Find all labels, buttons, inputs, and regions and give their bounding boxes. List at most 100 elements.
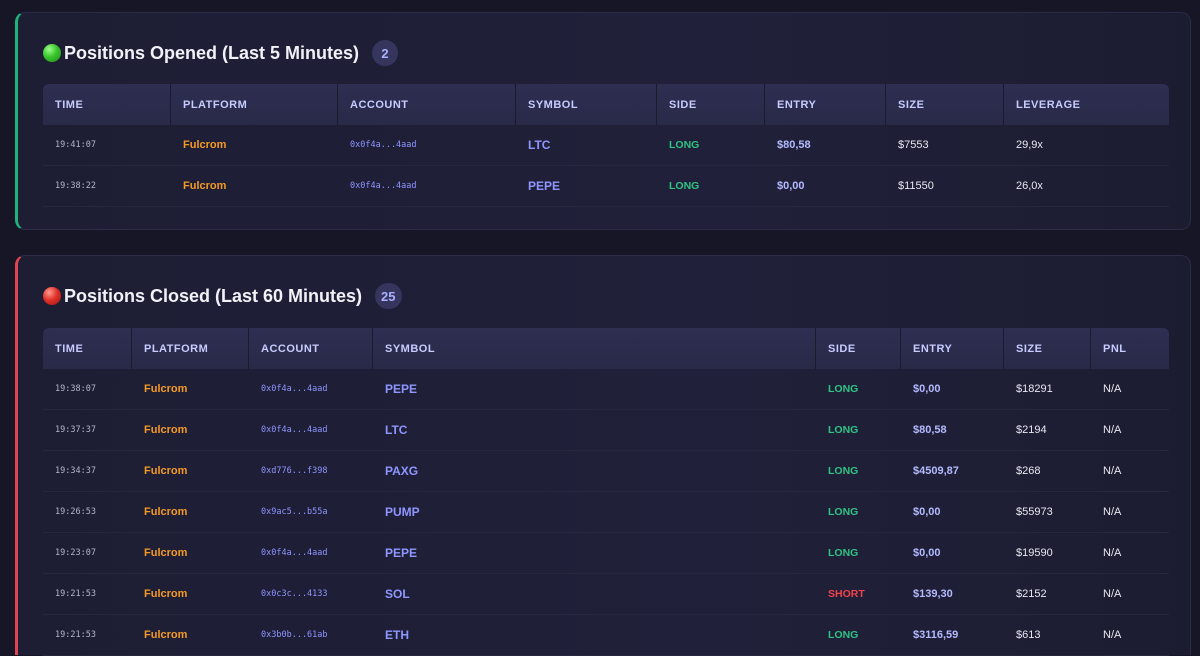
- table-row[interactable]: 19:21:53 Fulcrom 0x3b0b...61ab ETH LONG …: [43, 615, 1169, 656]
- column-header-entry[interactable]: ENTRY: [765, 84, 886, 125]
- cell-side: LONG: [816, 533, 901, 574]
- cell-platform: Fulcrom: [171, 166, 338, 207]
- positions-opened-count-badge: 2: [372, 40, 399, 66]
- cell-side: LONG: [657, 125, 765, 166]
- cell-time: 19:21:53: [43, 615, 132, 656]
- cell-account-link[interactable]: 0x0c3c...4133: [249, 574, 373, 615]
- cell-side: LONG: [816, 492, 901, 533]
- positions-opened-table: TIME PLATFORM ACCOUNT SYMBOL SIDE ENTRY …: [43, 84, 1169, 207]
- cell-time: 19:41:07: [43, 125, 171, 166]
- cell-pnl: N/A: [1091, 615, 1169, 656]
- cell-entry: $80,58: [901, 410, 1004, 451]
- cell-account-link[interactable]: 0x0f4a...4aad: [338, 125, 516, 166]
- cell-time: 19:23:07: [43, 533, 132, 574]
- cell-symbol: PEPE: [373, 369, 816, 410]
- cell-platform: Fulcrom: [132, 574, 249, 615]
- cell-platform: Fulcrom: [132, 369, 249, 410]
- column-header-entry[interactable]: ENTRY: [901, 328, 1004, 369]
- column-header-size[interactable]: SIZE: [886, 84, 1004, 125]
- cell-account-link[interactable]: 0x0f4a...4aad: [249, 410, 373, 451]
- cell-size: $11550: [886, 166, 1004, 207]
- table-row[interactable]: 19:21:53 Fulcrom 0x0c3c...4133 SOL SHORT…: [43, 574, 1169, 615]
- cell-pnl: N/A: [1091, 574, 1169, 615]
- cell-size: $268: [1004, 451, 1091, 492]
- cell-side: LONG: [816, 451, 901, 492]
- cell-entry: $0,00: [901, 492, 1004, 533]
- cell-symbol: ETH: [373, 615, 816, 656]
- column-header-side[interactable]: SIDE: [657, 84, 765, 125]
- cell-symbol: PAXG: [373, 451, 816, 492]
- cell-side: SHORT: [816, 574, 901, 615]
- table-row[interactable]: 19:37:37 Fulcrom 0x0f4a...4aad LTC LONG …: [43, 410, 1169, 451]
- column-header-symbol[interactable]: SYMBOL: [373, 328, 816, 369]
- cell-symbol: PEPE: [373, 533, 816, 574]
- cell-entry: $80,58: [765, 125, 886, 166]
- cell-time: 19:21:53: [43, 574, 132, 615]
- table-row[interactable]: 19:34:37 Fulcrom 0xd776...f398 PAXG LONG…: [43, 451, 1169, 492]
- column-header-pnl[interactable]: PNL: [1091, 328, 1169, 369]
- cell-pnl: N/A: [1091, 410, 1169, 451]
- cell-symbol: PUMP: [373, 492, 816, 533]
- table-header-row: TIME PLATFORM ACCOUNT SYMBOL SIDE ENTRY …: [43, 84, 1169, 125]
- cell-symbol: LTC: [516, 125, 657, 166]
- table-row[interactable]: 19:23:07 Fulcrom 0x0f4a...4aad PEPE LONG…: [43, 533, 1169, 574]
- cell-side: LONG: [816, 369, 901, 410]
- cell-symbol: LTC: [373, 410, 816, 451]
- column-header-leverage[interactable]: LEVERAGE: [1004, 84, 1169, 125]
- cell-size: $7553: [886, 125, 1004, 166]
- positions-closed-count-badge: 25: [375, 283, 402, 309]
- column-header-time[interactable]: TIME: [43, 328, 132, 369]
- red-circle-icon: [43, 287, 61, 305]
- column-header-account[interactable]: ACCOUNT: [338, 84, 516, 125]
- cell-entry: $0,00: [901, 533, 1004, 574]
- positions-closed-panel: Positions Closed (Last 60 Minutes) 25 TI…: [15, 255, 1191, 656]
- cell-platform: Fulcrom: [132, 492, 249, 533]
- table-header-row: TIME PLATFORM ACCOUNT SYMBOL SIDE ENTRY …: [43, 328, 1169, 369]
- cell-size: $2194: [1004, 410, 1091, 451]
- column-header-platform[interactable]: PLATFORM: [171, 84, 338, 125]
- cell-account-link[interactable]: 0x0f4a...4aad: [249, 533, 373, 574]
- cell-entry: $139,30: [901, 574, 1004, 615]
- cell-side: LONG: [816, 410, 901, 451]
- cell-side: LONG: [816, 615, 901, 656]
- cell-account-link[interactable]: 0x0f4a...4aad: [249, 369, 373, 410]
- cell-size: $55973: [1004, 492, 1091, 533]
- cell-symbol: SOL: [373, 574, 816, 615]
- column-header-account[interactable]: ACCOUNT: [249, 328, 373, 369]
- cell-size: $613: [1004, 615, 1091, 656]
- cell-size: $2152: [1004, 574, 1091, 615]
- table-row[interactable]: 19:38:07 Fulcrom 0x0f4a...4aad PEPE LONG…: [43, 369, 1169, 410]
- table-row[interactable]: 19:38:22 Fulcrom 0x0f4a...4aad PEPE LONG…: [43, 166, 1169, 207]
- cell-time: 19:37:37: [43, 410, 132, 451]
- green-circle-icon: [43, 44, 61, 62]
- cell-platform: Fulcrom: [132, 533, 249, 574]
- cell-side: LONG: [657, 166, 765, 207]
- cell-time: 19:34:37: [43, 451, 132, 492]
- cell-entry: $0,00: [901, 369, 1004, 410]
- column-header-platform[interactable]: PLATFORM: [132, 328, 249, 369]
- table-row[interactable]: 19:41:07 Fulcrom 0x0f4a...4aad LTC LONG …: [43, 125, 1169, 166]
- cell-pnl: N/A: [1091, 369, 1169, 410]
- cell-leverage: 29,9x: [1004, 125, 1169, 166]
- positions-closed-table: TIME PLATFORM ACCOUNT SYMBOL SIDE ENTRY …: [43, 328, 1169, 656]
- cell-symbol: PEPE: [516, 166, 657, 207]
- cell-time: 19:38:07: [43, 369, 132, 410]
- cell-size: $19590: [1004, 533, 1091, 574]
- table-row[interactable]: 19:26:53 Fulcrom 0x9ac5...b55a PUMP LONG…: [43, 492, 1169, 533]
- cell-pnl: N/A: [1091, 533, 1169, 574]
- cell-platform: Fulcrom: [132, 410, 249, 451]
- column-header-size[interactable]: SIZE: [1004, 328, 1091, 369]
- column-header-side[interactable]: SIDE: [816, 328, 901, 369]
- cell-entry: $0,00: [765, 166, 886, 207]
- cell-account-link[interactable]: 0x3b0b...61ab: [249, 615, 373, 656]
- cell-platform: Fulcrom: [171, 125, 338, 166]
- positions-opened-panel: Positions Opened (Last 5 Minutes) 2 TIME…: [15, 12, 1191, 230]
- cell-pnl: N/A: [1091, 492, 1169, 533]
- cell-account-link[interactable]: 0xd776...f398: [249, 451, 373, 492]
- cell-account-link[interactable]: 0x9ac5...b55a: [249, 492, 373, 533]
- column-header-symbol[interactable]: SYMBOL: [516, 84, 657, 125]
- positions-opened-title: Positions Opened (Last 5 Minutes): [64, 42, 360, 63]
- cell-account-link[interactable]: 0x0f4a...4aad: [338, 166, 516, 207]
- positions-closed-title: Positions Closed (Last 60 Minutes): [64, 285, 363, 306]
- column-header-time[interactable]: TIME: [43, 84, 171, 125]
